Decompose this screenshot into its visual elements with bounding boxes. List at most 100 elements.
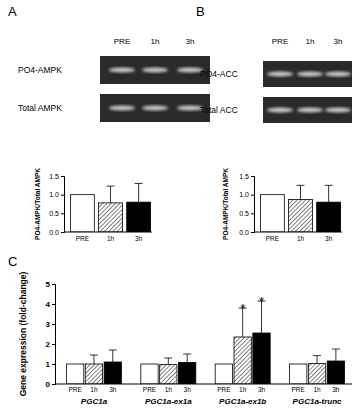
y-tick: 0.5 [49,210,64,217]
error-bar [325,185,333,202]
y-tick: 5 [46,280,55,289]
bar [234,337,251,384]
y-tick-label: 2 [46,340,51,349]
y-tick-mark [251,213,254,214]
x-tick-label: PRE [266,235,280,242]
series-label: 3h [332,386,340,393]
y-axis: 0.0 0.5 1.0 1.5 [239,173,254,236]
error-bar-cap [313,355,321,356]
blot-row-label: Total AMPK [18,103,62,113]
error-bar-stem [138,183,139,202]
error-bar [332,349,340,361]
y-tick-mark [52,364,55,365]
blot-band [267,107,293,112]
x-tick-label: PGC1a-ex1a [145,397,192,406]
blot-band [297,71,323,76]
y-tick-label: 0 [46,380,51,389]
blot-band [109,105,135,110]
y-tick: 0.5 [239,210,254,217]
bar [317,202,341,232]
error-bar-cap [164,358,172,359]
error-bar-cap [332,349,340,350]
x-axis-line [64,232,152,233]
y-axis-title: PO4-AMPK/Total AMPK [222,168,229,240]
blot-column-label: 1h [151,37,160,46]
y-tick-label: 0.5 [49,210,59,217]
x-tick: 3h [325,232,333,242]
y-tick-mark [61,195,64,196]
bar [160,365,177,384]
y-tick-label: 1.5 [49,173,59,180]
bar [178,362,195,384]
labels: PREPREPREPRE1h1h*1h1h3h3h*3h3h [68,294,339,393]
y-axis-title: PO4-AMPK/Total AMPK [34,168,41,240]
panel-label: B [196,4,205,19]
bar [215,364,232,384]
x-tick-label: 3h [325,235,333,242]
error-bar [107,186,115,203]
figure: APRE1h3hPO4-AMPKTotal AMPK0.00.51.01.5PR… [0,0,360,418]
y-tick: 0.0 [49,229,64,236]
bar [327,361,344,384]
y-tick-label: 3 [46,320,51,329]
y-tick: 0.0 [239,229,254,236]
y-tick-mark [52,284,55,285]
y-tick-mark [251,232,254,233]
y-axis-line [52,285,56,385]
error-bar-stem [335,349,336,361]
error-bar-cap [135,183,143,184]
y-tick: 1.0 [239,191,254,198]
x-tick: PGC1a-ex1b [219,384,266,406]
series-label: 1h [165,386,173,393]
error-bar-stem [168,358,169,365]
panel-label: C [8,254,17,269]
x-tick-label: 1h [107,235,115,242]
error-bar [297,185,305,199]
x-axis: PRE1h3h [64,232,152,242]
series-label: 3h [109,386,117,393]
blot-band [297,107,323,112]
error-bar-stem [93,355,94,364]
error-bar-stem [317,356,318,364]
y-axis-title: Gene expression (fold-change) [18,271,28,396]
y-tick-mark [52,324,55,325]
bar [66,364,83,384]
bar [70,195,94,232]
error-bar-stem [110,186,111,203]
bar [85,364,102,384]
x-tick: PGC1a [81,384,108,406]
series-label: 1h [239,386,247,393]
y-tick-label: 0.5 [239,210,249,217]
bar [141,364,158,384]
blot-band [325,107,351,112]
x-tick-label: PGC1a-trunc [293,397,342,406]
blot: PRE1h3hPO4-AMPKTotal AMPK [18,37,210,122]
bar [290,364,307,384]
y-tick-label: 4 [46,300,51,309]
y-tick-mark [61,232,64,233]
error-bar-cap [107,186,115,187]
significance-mark: * [259,294,264,309]
y-tick-label: 5 [46,280,51,289]
x-tick-label: PGC1a [81,397,108,406]
blot-image [263,97,352,123]
y-tick: 1.0 [49,191,64,198]
y-tick: 1.5 [239,173,254,180]
blot-image [100,94,210,122]
series-label: 3h [258,386,266,393]
error-bar [183,354,191,362]
y-axis-line [251,177,255,233]
error-bar [109,350,117,362]
y-axis-line [61,177,65,233]
y-tick-label: 1.0 [239,191,249,198]
y-tick-mark [251,176,254,177]
y-tick: 2 [46,340,55,349]
error-bar [135,183,143,202]
y-tick: 4 [46,300,55,309]
error-bar-cap [297,185,305,186]
y-tick: 1.5 [49,173,64,180]
y-tick: 3 [46,320,55,329]
series-label: PRE [143,386,157,393]
error-bar-stem [300,185,301,199]
y-tick-mark [52,304,55,305]
